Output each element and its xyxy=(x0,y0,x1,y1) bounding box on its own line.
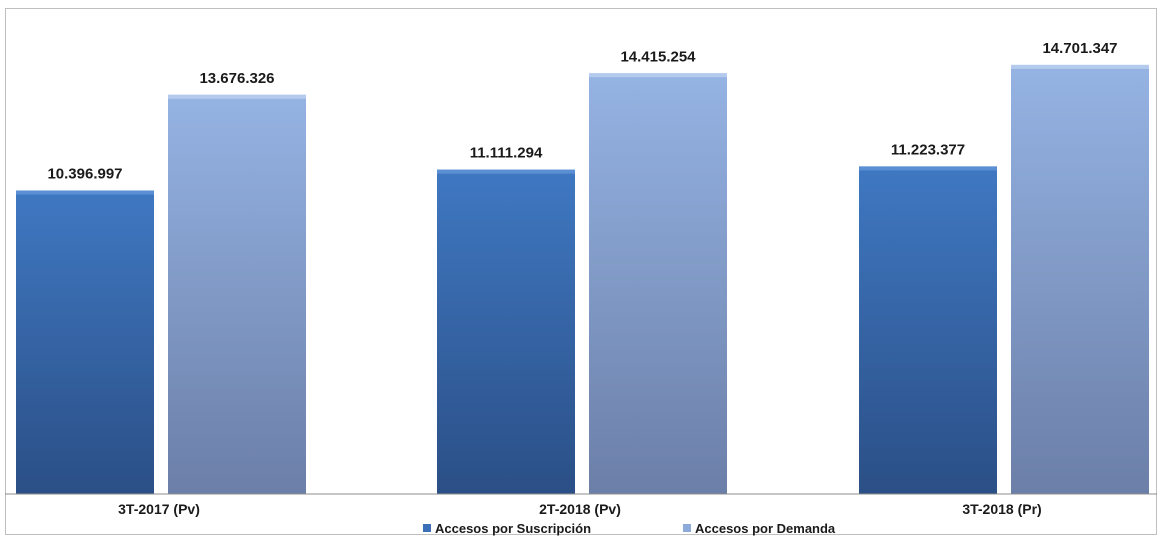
bar-suscripcion-2 xyxy=(437,169,575,495)
value-labels-group: 10.396.997 13.676.326 11.111.294 14.415.254… xyxy=(47,40,1117,183)
value-label-suscripcion-3: 11.223.377 xyxy=(891,141,965,158)
value-label-suscripcion-1: 10.396.997 xyxy=(47,166,122,183)
legend-swatch-suscripcion xyxy=(423,524,431,532)
category-labels-group: 3T-2017 (Pv) 2T-2018 (Pv) 3T-2018 (Pr) xyxy=(118,501,1042,517)
value-label-suscripcion-2: 11.111.294 xyxy=(470,145,543,162)
category-label-1: 3T-2017 (Pv) xyxy=(118,501,200,517)
bars-group xyxy=(16,64,1149,495)
bar-cap-demanda-3 xyxy=(1011,64,1149,69)
legend-swatch-demanda xyxy=(683,524,691,532)
value-label-demanda-2: 14.415.254 xyxy=(620,48,696,65)
category-label-3: 3T-2018 (Pr) xyxy=(962,501,1041,517)
bar-cap-suscripcion-1 xyxy=(16,190,154,195)
bar-demanda-1 xyxy=(168,94,306,494)
bar-demanda-2 xyxy=(589,73,727,495)
bar-demanda-3 xyxy=(1011,64,1149,495)
category-label-2: 2T-2018 (Pv) xyxy=(539,501,621,517)
bar-suscripcion-3 xyxy=(859,166,997,495)
bar-cap-suscripcion-3 xyxy=(859,166,997,171)
legend-label-demanda: Accesos por Demanda xyxy=(695,521,836,536)
bar-cap-demanda-2 xyxy=(589,73,727,78)
legend-label-suscripcion: Accesos por Suscripción xyxy=(435,521,591,536)
bar-suscripcion-1 xyxy=(16,190,154,494)
legend: Accesos por Suscripción Accesos por Deman… xyxy=(423,521,836,536)
value-label-demanda-3: 14.701.347 xyxy=(1042,40,1117,57)
value-label-demanda-1: 13.676.326 xyxy=(199,70,274,87)
bar-cap-demanda-1 xyxy=(168,94,306,99)
bar-cap-suscripcion-2 xyxy=(437,169,575,174)
